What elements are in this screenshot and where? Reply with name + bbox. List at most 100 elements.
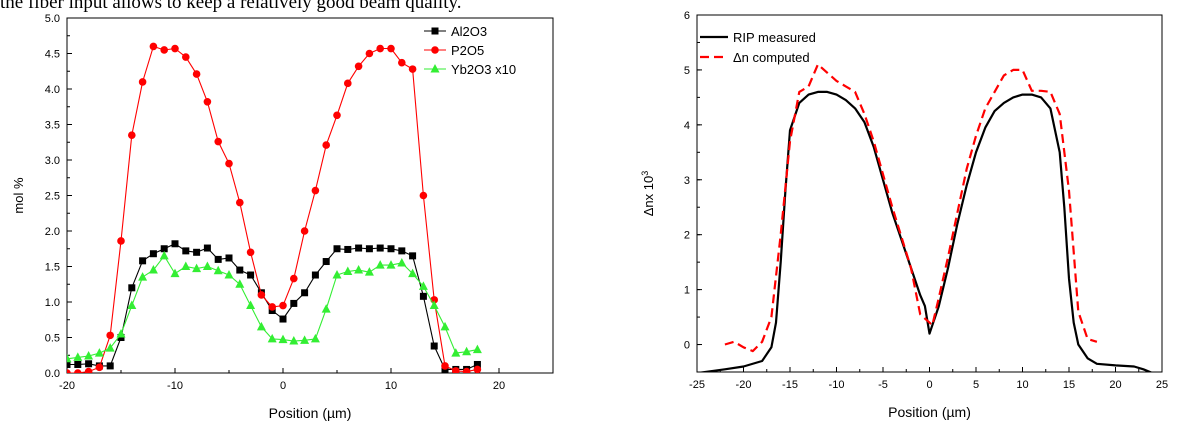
series-p2o5-point	[138, 78, 147, 86]
x-tick-label: 10	[1016, 379, 1028, 391]
series-yb2o3-x10-point	[364, 267, 374, 276]
series-yb2o3-x10-point	[321, 304, 331, 313]
series-yb2o3-x10-point	[462, 346, 472, 356]
y-axis-label: mol %	[11, 177, 26, 214]
y-tick-label: 1.5	[45, 262, 60, 274]
series-yb2o3-x10-point	[429, 300, 439, 310]
series-yb2o3-x10-point	[73, 352, 83, 361]
series-p2o5-point	[160, 46, 168, 54]
series-p2o5-point	[398, 58, 406, 67]
series-al2o3-point	[149, 250, 157, 258]
series-al2o3-point	[301, 289, 309, 297]
series-al2o3-point	[225, 254, 233, 262]
series-p2o5-point	[344, 79, 352, 88]
series-yb2o3-x10-point	[300, 335, 310, 344]
legend: RIP measured Δn computed	[700, 30, 816, 65]
series-yb2o3-x10-point	[127, 300, 137, 310]
series-p2o5-point	[74, 369, 82, 373]
series-yb2o3-x10-point	[192, 263, 202, 273]
series-yb2o3-x10-point	[278, 334, 288, 344]
series-al2o3-point	[365, 245, 373, 253]
series-yb2o3-x10-point	[138, 272, 148, 281]
series-p2o5-point	[365, 49, 374, 58]
series-yb2o3-x10-point	[84, 350, 94, 360]
y-tick-label: 3	[684, 175, 690, 187]
x-tick-label: 5	[973, 379, 979, 391]
series-p2o5-point	[182, 53, 190, 61]
series-al2o3-point	[214, 255, 222, 263]
y-tick-label: 2.5	[45, 191, 60, 203]
series-p2o5-point	[95, 363, 104, 372]
x-tick-label: -10	[829, 379, 845, 391]
series-p2o5-line	[67, 45, 478, 373]
x-axis-label: Position (µm)	[269, 405, 352, 421]
series-yb2o3-x10-point	[451, 348, 461, 357]
series-p2o5-point	[462, 367, 471, 373]
series-yb2o3-x10-point	[310, 333, 320, 343]
x-tick-label: -20	[59, 380, 75, 392]
series-al2o3-point	[290, 299, 298, 307]
series-yb2o3-x10-point	[440, 321, 450, 331]
y-tick-label: 3.0	[45, 155, 60, 167]
plot-area	[67, 42, 482, 373]
x-tick-label: 0	[926, 379, 932, 391]
series-p2o5-point	[473, 365, 482, 373]
x-tick-label: -25	[689, 379, 705, 391]
series-yb2o3-x10-point	[256, 321, 266, 331]
series-al2o3-point	[171, 240, 179, 248]
legend-marker	[430, 64, 440, 73]
series-p2o5-point	[203, 97, 212, 106]
series-p2o5-point	[268, 303, 277, 311]
series-p2o5-point	[67, 369, 71, 373]
plot-area	[697, 63, 1153, 372]
series-yb2o3-x10-point	[289, 336, 299, 345]
series-al2o3-point	[193, 248, 201, 256]
y-tick-label: 0.5	[45, 333, 60, 345]
series-yb2o3-x10-point	[235, 279, 245, 288]
series-yb2o3-x10-point	[408, 268, 418, 278]
series-p2o5-point	[246, 248, 255, 257]
plot-frame	[696, 14, 1163, 373]
series-yb2o3-x10-point	[116, 328, 126, 338]
x-tick-label: -5	[878, 379, 888, 391]
y-tick-label: 3.5	[45, 120, 60, 132]
x-tick-label: 0	[280, 380, 286, 392]
y-tick-label: 5	[684, 65, 690, 77]
series-n-computed-line	[724, 63, 1098, 353]
series-yb2o3-x10-point	[148, 265, 158, 274]
series-p2o5-point	[257, 291, 266, 299]
y-tick-label: 2	[684, 230, 690, 242]
series-al2o3-point	[117, 334, 125, 341]
y-tick-label: 4	[684, 120, 690, 132]
series-al2o3-point	[182, 247, 190, 255]
y-tick-label: 4.0	[45, 84, 60, 96]
y-tick-label: 1.0	[45, 297, 60, 309]
series-p2o5-point	[408, 65, 417, 73]
series-al2o3-point	[473, 360, 481, 368]
series-yb2o3-x10-point	[343, 266, 353, 275]
series-yb2o3-x10-point	[159, 250, 169, 260]
y-tick-label: 1	[684, 285, 690, 297]
series-yb2o3-x10-point	[332, 270, 342, 279]
series-yb2o3-x10-point	[213, 265, 223, 275]
x-tick-label: 10	[385, 380, 397, 392]
series-p2o5-point	[322, 141, 331, 149]
series-al2o3-point	[106, 362, 114, 370]
series-yb2o3-x10-point	[170, 268, 180, 278]
series-yb2o3-x10-point	[375, 260, 385, 269]
series-yb2o3-x10-point	[418, 281, 428, 290]
x-tick-label: 20	[1109, 379, 1121, 391]
series-p2o5-point	[117, 237, 125, 245]
series-al2o3-point	[419, 292, 427, 300]
x-tick-label: -20	[736, 379, 752, 391]
y-axis-label: Δnx 103	[640, 171, 656, 217]
series-p2o5-point	[192, 70, 201, 78]
series-al2o3-point	[376, 244, 384, 252]
chart-refractive-index: -25 -20 -15 -10 -5 0 5 10 15 20 25 0 1 2 3 4 5 6 Position …	[640, 10, 1168, 420]
y-tick-label: 5.0	[45, 13, 60, 25]
series-al2o3-point	[247, 271, 255, 279]
y-tick-label: 0.0	[45, 368, 60, 380]
series-al2o3-point	[430, 342, 438, 350]
series-p2o5-point	[171, 44, 179, 53]
